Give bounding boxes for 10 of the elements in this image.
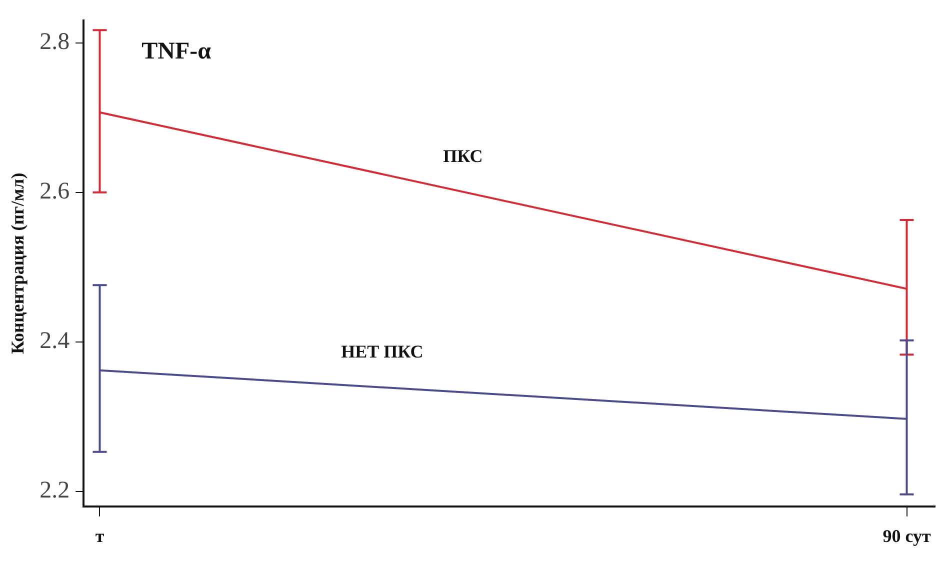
- y-tick-label: 2.2: [40, 478, 70, 504]
- y-tick-label: 2.8: [40, 29, 70, 56]
- series-label: НЕТ ПКС: [341, 341, 424, 362]
- x-tick-label: т: [95, 526, 104, 546]
- series-label: ПКС: [443, 146, 483, 166]
- text: TNF-α: [142, 38, 212, 65]
- y-axis-title: Концентрация (пг/мл): [7, 172, 28, 354]
- y-tick-label: 2.4: [40, 328, 70, 354]
- y-tick-label: 2.6: [40, 178, 70, 205]
- x-tick-label: 90 сут: [882, 526, 931, 546]
